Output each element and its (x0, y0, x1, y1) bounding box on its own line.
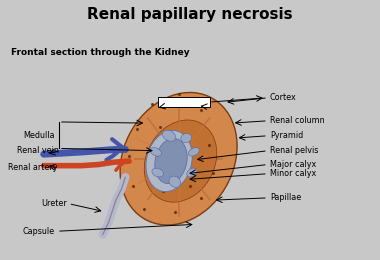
Ellipse shape (188, 148, 200, 156)
Text: Minor calyx: Minor calyx (270, 169, 316, 178)
Text: Renal pelvis: Renal pelvis (270, 146, 318, 155)
Ellipse shape (181, 133, 192, 143)
Ellipse shape (150, 148, 161, 156)
Text: Renal vein: Renal vein (17, 146, 59, 155)
Ellipse shape (155, 138, 187, 184)
Text: Ureter: Ureter (41, 199, 66, 208)
Text: Renal papillary necrosis: Renal papillary necrosis (87, 8, 293, 22)
FancyBboxPatch shape (158, 97, 210, 107)
Text: Frontal section through the Kidney: Frontal section through the Kidney (11, 48, 190, 57)
Text: Major calyx: Major calyx (270, 160, 316, 169)
Ellipse shape (120, 93, 237, 225)
Text: Medulla: Medulla (24, 131, 55, 140)
Ellipse shape (163, 130, 176, 141)
Text: Cortex: Cortex (270, 93, 296, 102)
Ellipse shape (169, 176, 180, 187)
Ellipse shape (152, 168, 163, 177)
Text: Renal column: Renal column (270, 116, 325, 125)
Ellipse shape (144, 120, 217, 202)
Text: Renal artery: Renal artery (8, 164, 57, 172)
Ellipse shape (187, 168, 197, 177)
Text: Capsule: Capsule (23, 227, 55, 236)
Text: Pyramid: Pyramid (270, 131, 303, 140)
Ellipse shape (146, 131, 192, 192)
Text: Papillae: Papillae (270, 193, 301, 202)
